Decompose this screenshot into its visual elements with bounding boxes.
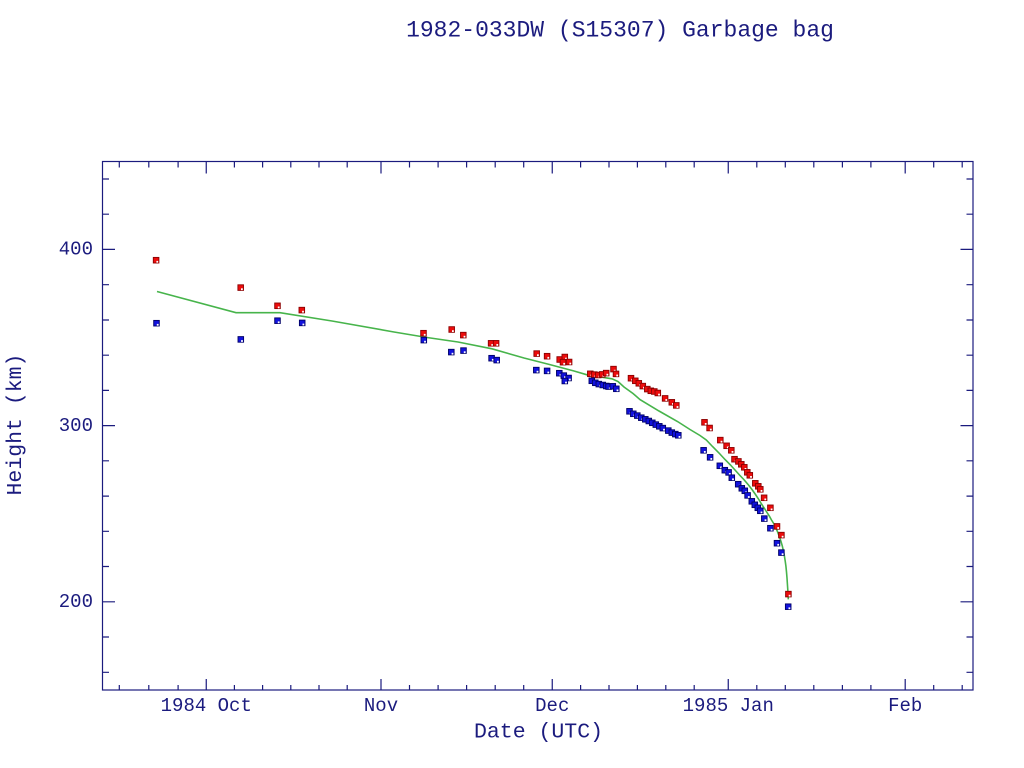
svg-text:Height (km): Height (km) (4, 354, 28, 496)
svg-text:400: 400 (59, 239, 93, 261)
svg-text:300: 300 (59, 415, 93, 437)
svg-text:Date (UTC): Date (UTC) (474, 721, 603, 745)
svg-text:Dec: Dec (535, 695, 569, 717)
svg-text:Nov: Nov (364, 695, 398, 717)
svg-text:1984 Oct: 1984 Oct (161, 695, 252, 717)
svg-text:200: 200 (59, 591, 93, 613)
svg-text:1982-033DW (S15307) Garbage ba: 1982-033DW (S15307) Garbage bag (406, 18, 834, 44)
svg-text:Feb: Feb (888, 695, 922, 717)
svg-text:1985 Jan: 1985 Jan (683, 695, 774, 717)
